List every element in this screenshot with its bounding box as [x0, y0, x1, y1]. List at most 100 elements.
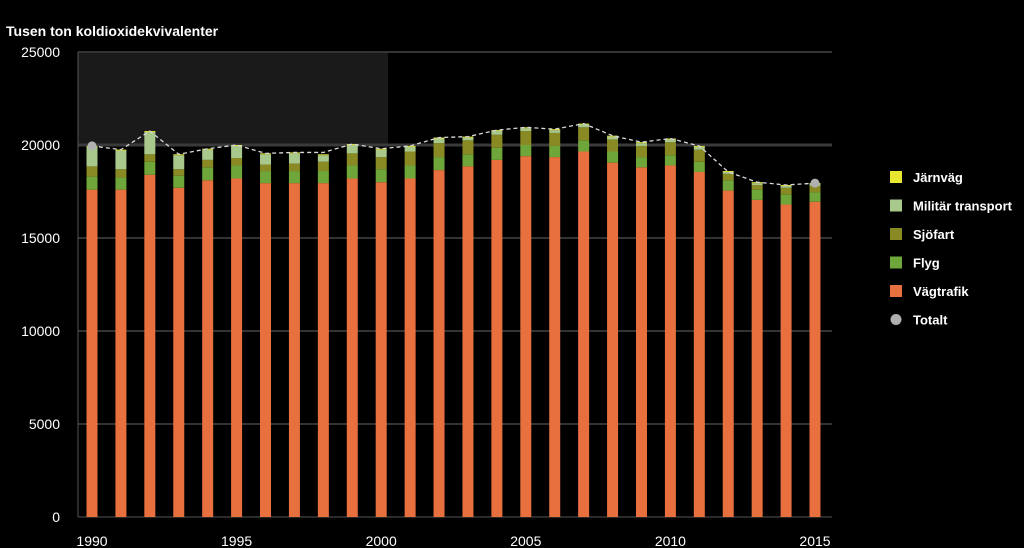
x-tick-label: 2015: [799, 533, 830, 548]
y-tick-label: 20000: [21, 137, 60, 153]
bar-segment: [173, 175, 185, 188]
total-line: [87, 122, 820, 188]
bar-segment: [144, 174, 156, 517]
bar-segment: [346, 144, 358, 145]
bar-segment: [375, 148, 387, 150]
bar-segment: [231, 145, 243, 159]
bar-segment: [404, 146, 416, 152]
bar-segment: [780, 204, 792, 517]
bar-segment: [520, 128, 532, 132]
bar-segment: [607, 135, 619, 137]
bar-segment: [520, 127, 532, 129]
bar-segment: [722, 171, 734, 174]
bar-segment: [491, 131, 503, 135]
bar-segment: [462, 154, 474, 167]
bar-segment: [317, 154, 329, 156]
y-tick-label: 25000: [21, 44, 60, 60]
bar-segment: [462, 166, 474, 517]
bar-segment: [433, 170, 445, 518]
legend-label: Järnväg: [913, 170, 963, 185]
bar-segment: [751, 199, 763, 517]
bar-segment: [173, 155, 185, 170]
y-axis-label: Tusen ton koldioxidekvivalenter: [6, 23, 219, 39]
bar-segment: [260, 171, 272, 184]
legend-label: Sjöfart: [913, 227, 955, 242]
legend-marker: [890, 256, 902, 269]
bar-segment: [491, 159, 503, 517]
bar-segment: [202, 148, 214, 150]
bar-segment: [86, 146, 98, 167]
bar-segment: [549, 132, 561, 146]
bar-segment: [317, 183, 329, 517]
bar-segment: [780, 187, 792, 195]
y-tick-label: 15000: [21, 230, 60, 246]
total-point: [810, 178, 820, 188]
bar-segment: [635, 167, 647, 517]
bar-segment: [607, 139, 619, 152]
bar-segment: [809, 201, 821, 518]
bar-segment: [607, 151, 619, 163]
bar-segment: [231, 158, 243, 166]
legend-label: Flyg: [913, 256, 940, 271]
bar-segment: [202, 159, 214, 168]
bar-segment: [578, 151, 590, 517]
bar-segment: [433, 138, 445, 144]
bar-segment: [664, 165, 676, 517]
bar-segment: [491, 134, 503, 148]
bar-segment: [346, 178, 358, 518]
bar-segment: [260, 164, 272, 172]
bar-segment: [202, 149, 214, 160]
bar-segment: [462, 137, 474, 141]
bar-segment: [86, 189, 98, 517]
bar-segment: [202, 167, 214, 181]
bar-segment: [578, 124, 590, 128]
bar-segment: [346, 165, 358, 179]
bar-segment: [404, 151, 416, 166]
bar-segment: [231, 145, 243, 146]
bar-segment: [288, 183, 300, 517]
bar-segment: [260, 183, 272, 517]
bar-segment: [115, 169, 127, 178]
bar-segment: [404, 178, 416, 518]
bar-segment: [375, 157, 387, 170]
bar-segment: [288, 153, 300, 164]
bar-segment: [693, 146, 705, 150]
bar-segment: [86, 166, 98, 177]
bar-segment: [144, 161, 156, 175]
bar-segment: [549, 130, 561, 133]
legend-marker: [890, 285, 902, 297]
bar-segment: [722, 171, 734, 172]
bar-segment: [115, 189, 127, 517]
bar-segment: [491, 147, 503, 160]
bar-segment: [288, 171, 300, 184]
bar-segment: [462, 140, 474, 155]
bar-segment: [491, 130, 503, 132]
x-tick-label: 2000: [366, 533, 397, 548]
x-tick-label: 1990: [76, 533, 107, 548]
bar-segment: [86, 176, 98, 190]
bar-segment: [549, 129, 561, 131]
bar-segment: [404, 165, 416, 179]
bar-segment: [693, 149, 705, 162]
legend-label: Vägtrafik: [913, 284, 969, 299]
legend-marker: [890, 314, 902, 325]
bar-segment: [693, 161, 705, 172]
bar-segment: [607, 136, 619, 140]
total-series-line: [91, 122, 816, 186]
bar-segment: [751, 183, 763, 185]
bar-segment: [549, 145, 561, 158]
bar-segment: [173, 187, 185, 517]
bar-segment: [375, 182, 387, 517]
legend-label: Militär transport: [913, 199, 1013, 214]
bar-segment: [260, 154, 272, 165]
bar-segment: [693, 171, 705, 517]
x-tick-labels: 1990 1995 2000 2005 2010 2015: [76, 533, 830, 548]
bar-segment: [231, 165, 243, 179]
bar-segment: [607, 162, 619, 518]
bar-segment: [375, 149, 387, 158]
bar-segment: [578, 140, 590, 152]
bar-segment: [346, 145, 358, 154]
bar-segment: [635, 157, 647, 168]
bar-segment: [780, 185, 792, 188]
